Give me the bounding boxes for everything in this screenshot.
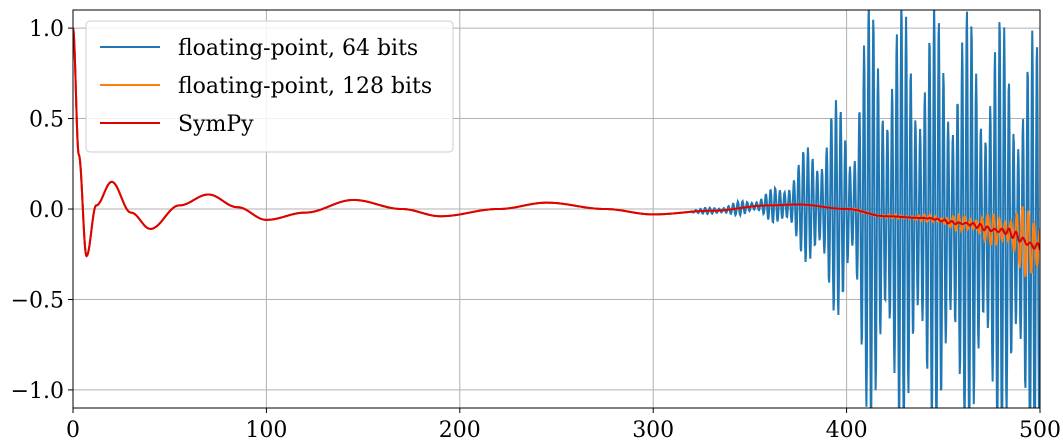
- x-tick-label: 400: [826, 418, 868, 442]
- x-tick-label: 500: [1019, 418, 1061, 442]
- legend-label: SymPy: [178, 112, 254, 137]
- y-tick-label: −1.0: [11, 379, 64, 404]
- plot-frame: [72, 9, 1041, 409]
- y-tick-label: −0.5: [11, 288, 64, 313]
- axes: 0 100 200 300 400 500 −1.0 −0.5 0.0 0.5 1.0: [11, 9, 1061, 442]
- series-layer: [73, 10, 1040, 408]
- x-tick-label: 100: [245, 418, 287, 442]
- legend-box: [85, 20, 454, 153]
- y-tick-label: 1.0: [29, 17, 64, 42]
- legend-label: floating-point, 64 bits: [178, 36, 418, 61]
- y-tick-label: 0.5: [29, 108, 64, 133]
- x-tick-label: 200: [439, 418, 481, 442]
- x-tick-label: 300: [632, 418, 674, 442]
- legend-label: floating-point, 128 bits: [178, 74, 432, 99]
- x-tick-label: 0: [66, 418, 80, 442]
- legend: floating-point, 64 bits floating-point, 1…: [85, 20, 454, 153]
- y-tick-label: 0.0: [29, 198, 64, 223]
- series-line: [73, 27, 1040, 258]
